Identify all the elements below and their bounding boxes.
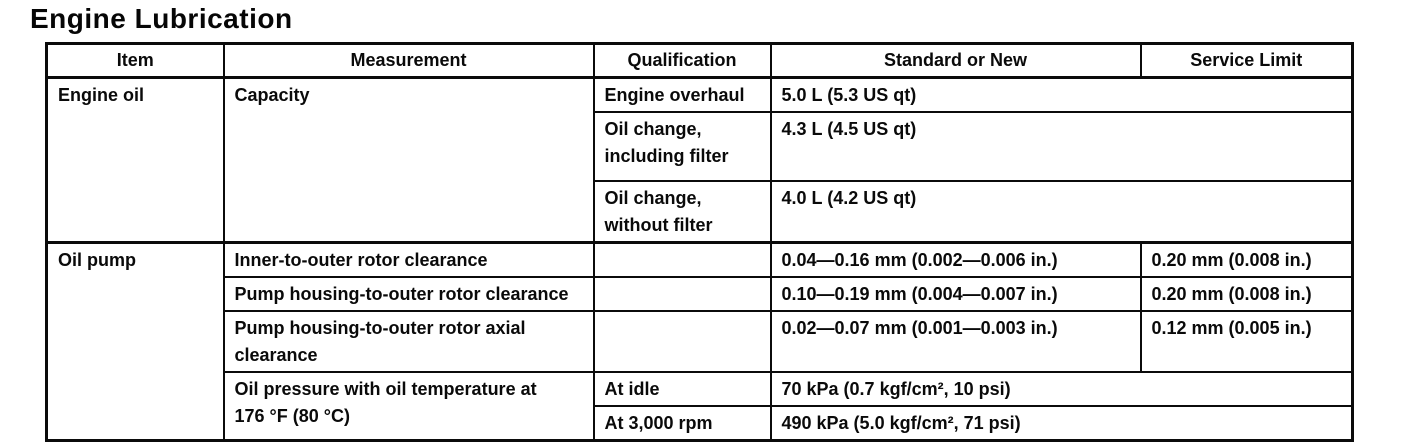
value-cell-pressure-at-idle: 70 kPa (0.7 kgf/cm², 10 psi) (769, 371, 1354, 407)
standard-cell-inner-to-outer-rotor-clearance: 0.04—0.16 mm (0.002—0.006 in.) (769, 241, 1142, 278)
service-limit-cell-housing-to-outer-rotor-clearance: 0.20 mm (0.008 in.) (1139, 276, 1354, 312)
table-row-engine-overhaul: Engine oil Capacity Engine overhaul 5.0 … (45, 76, 1354, 244)
measurement-cell-housing-to-outer-rotor-axial-clearance: Pump housing-to-outer rotor axial cleara… (222, 310, 595, 373)
value-cell-capacity-without-filter: 4.0 L (4.2 US qt) (769, 180, 1354, 244)
qualification-cell-at-3000-rpm: At 3,000 rpm (592, 405, 772, 442)
engine-lubrication-spec-table: Item Measurement Qualification Standard … (45, 42, 1354, 442)
service-limit-cell-housing-to-outer-rotor-axial-clearance: 0.12 mm (0.005 in.) (1139, 310, 1354, 373)
value-cell-overhaul-capacity: 5.0 L (5.3 US qt) (769, 76, 1354, 113)
qualification-cell-oil-change-without-filter: Oil change, without filter (592, 180, 772, 244)
value-cell-capacity-with-filter: 4.3 L (4.5 US qt) (769, 111, 1354, 182)
value-cell-pressure-at-3000-rpm: 490 kPa (5.0 kgf/cm², 71 psi) (769, 405, 1354, 442)
manual-page: { "title": "Engine Lubrication", "table"… (30, 3, 1354, 442)
qualification-cell-engine-overhaul: Engine overhaul (592, 76, 772, 113)
qualification-cell-empty (592, 241, 772, 278)
table-row-oil-change-with-filter: Oil change, including filter 4.3 L (4.5 … (47, 111, 1354, 182)
qualification-cell-at-idle: At idle (592, 371, 772, 407)
service-limit-cell-inner-to-outer-rotor-clearance: 0.20 mm (0.008 in.) (1139, 241, 1354, 278)
column-header-service-limit: Service Limit (1139, 42, 1354, 79)
column-header-standard-or-new: Standard or New (769, 42, 1142, 79)
measurement-cell-housing-to-outer-rotor-clearance: Pump housing-to-outer rotor clearance (222, 276, 595, 312)
qualification-cell-empty (592, 276, 772, 312)
column-header-measurement: Measurement (222, 42, 595, 79)
qualification-cell-oil-change-including-filter: Oil change, including filter (592, 111, 772, 182)
table-row-inner-to-outer-rotor-clearance: Oil pump Inner-to-outer rotor clearance … (45, 241, 1354, 442)
column-header-item: Item (45, 42, 225, 79)
qualification-cell-empty (592, 310, 772, 373)
measurement-cell-inner-to-outer-rotor-clearance: Inner-to-outer rotor clearance (222, 241, 595, 278)
table-row-housing-to-outer-rotor-axial-clearance: Pump housing-to-outer rotor axial cleara… (47, 310, 1354, 373)
oil-pressure-measurement-text: Oil pressure with oil temperature at 176… (234, 379, 537, 426)
item-cell-oil-pump: Oil pump (45, 241, 225, 442)
page-title: Engine Lubrication (30, 3, 293, 34)
standard-cell-housing-to-outer-rotor-clearance: 0.10—0.19 mm (0.004—0.007 in.) (769, 276, 1142, 312)
measurement-cell-capacity: Capacity (222, 76, 595, 244)
column-header-qualification: Qualification (592, 42, 772, 79)
item-cell-engine-oil: Engine oil (45, 76, 225, 244)
table-header-row: Item Measurement Qualification Standard … (45, 42, 1354, 79)
table-row-housing-to-outer-rotor-clearance: Pump housing-to-outer rotor clearance 0.… (47, 276, 1354, 312)
table-row-oil-change-without-filter: Oil change, without filter 4.0 L (4.2 US… (47, 180, 1354, 244)
table-row-oil-pressure-at-idle: Oil pressure with oil temperature at 176… (47, 371, 1354, 442)
standard-cell-housing-to-outer-rotor-axial-clearance: 0.02—0.07 mm (0.001—0.003 in.) (769, 310, 1142, 373)
measurement-cell-oil-pressure: Oil pressure with oil temperature at 176… (222, 371, 595, 442)
